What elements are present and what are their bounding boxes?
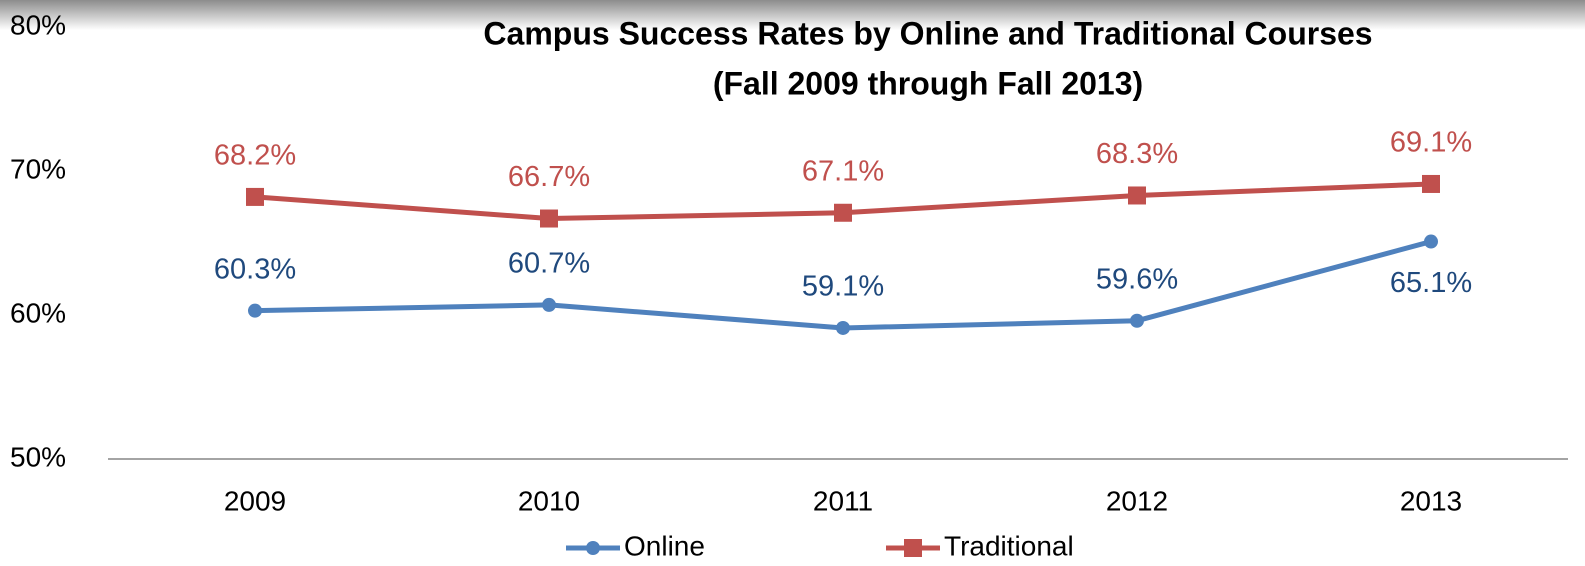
data-label: 59.1% bbox=[802, 271, 884, 303]
data-point bbox=[246, 187, 264, 206]
data-label: 66.7% bbox=[508, 161, 590, 193]
data-label: 60.3% bbox=[214, 253, 296, 285]
chart-subtitle: (Fall 2009 through Fall 2013) bbox=[713, 65, 1143, 101]
x-tick-label: 2013 bbox=[1400, 485, 1462, 516]
data-label: 68.3% bbox=[1096, 138, 1178, 170]
data-label: 68.2% bbox=[214, 140, 296, 172]
data-point bbox=[540, 209, 558, 228]
data-label: 67.1% bbox=[802, 155, 884, 187]
data-label: 69.1% bbox=[1390, 127, 1472, 159]
legend-label: Online bbox=[624, 530, 705, 561]
y-tick-label: 50% bbox=[10, 441, 66, 472]
data-point bbox=[834, 203, 852, 222]
data-label: 65.1% bbox=[1390, 267, 1472, 299]
data-point bbox=[248, 303, 262, 318]
legend-label: Traditional bbox=[944, 530, 1074, 561]
y-tick-label: 80% bbox=[10, 9, 66, 40]
x-tick-label: 2011 bbox=[813, 485, 873, 516]
data-point bbox=[1424, 234, 1438, 249]
x-tick-label: 2009 bbox=[224, 485, 286, 516]
data-point bbox=[1128, 186, 1146, 205]
data-point bbox=[1422, 174, 1440, 193]
data-point bbox=[542, 297, 556, 312]
top-bar bbox=[0, 0, 1585, 30]
legend-marker bbox=[904, 539, 922, 557]
chart-title: Campus Success Rates by Online and Tradi… bbox=[483, 15, 1372, 51]
y-tick-label: 70% bbox=[10, 153, 66, 184]
y-tick-label: 60% bbox=[10, 297, 66, 328]
data-point bbox=[836, 320, 850, 335]
x-tick-label: 2012 bbox=[1106, 485, 1168, 516]
data-label: 60.7% bbox=[508, 248, 590, 280]
data-point bbox=[1130, 313, 1144, 328]
data-label: 59.6% bbox=[1096, 263, 1178, 295]
legend-marker bbox=[586, 541, 600, 555]
x-tick-label: 2010 bbox=[518, 485, 580, 516]
